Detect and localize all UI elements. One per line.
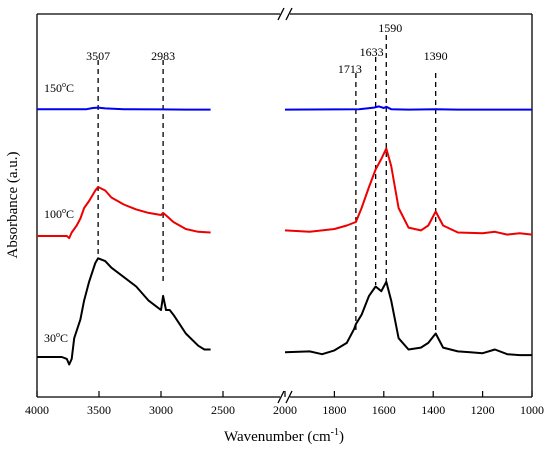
series-label-100C: 100oC bbox=[44, 206, 74, 221]
x-axis-ticks: 4000 3500 3000 2500 2000 1800 1600 1400 1200 1000 bbox=[25, 391, 544, 417]
break-top-1 bbox=[277, 7, 285, 21]
plot-frame bbox=[36, 13, 533, 398]
x-tick-label-1200: 1200 bbox=[471, 403, 495, 417]
series-label-30C: 30oC bbox=[44, 330, 68, 345]
series-100C-left bbox=[37, 186, 211, 240]
x-tick-label-2500: 2500 bbox=[211, 403, 235, 417]
series-30C-right bbox=[284, 280, 532, 357]
x-tick-label-4000: 4000 bbox=[25, 403, 49, 417]
x-tick-label-3000: 3000 bbox=[149, 403, 173, 417]
spectra bbox=[37, 105, 533, 366]
peak-label-1633: 1633 bbox=[360, 45, 384, 59]
x-tick-label-1000: 1000 bbox=[520, 403, 544, 417]
series-150C-right bbox=[284, 105, 532, 111]
series-100C-right bbox=[284, 147, 533, 236]
peak-label-1390: 1390 bbox=[424, 49, 448, 63]
peak-labels: 3507 2983 1713 1633 1590 1390 bbox=[86, 21, 448, 76]
x-tick-label-2000: 2000 bbox=[273, 403, 297, 417]
series-label-150C: 150oC bbox=[44, 80, 74, 95]
peak-label-1713: 1713 bbox=[338, 62, 362, 76]
break-bottom-2 bbox=[285, 390, 293, 404]
series-30C-left bbox=[37, 257, 211, 366]
x-tick-label-1400: 1400 bbox=[421, 403, 445, 417]
y-axis-label: Absorbance (a.u.) bbox=[5, 151, 21, 258]
break-top-2 bbox=[285, 7, 293, 21]
x-tick-label-1800: 1800 bbox=[322, 403, 346, 417]
series-150C-left bbox=[37, 106, 211, 111]
break-bottom-1 bbox=[277, 390, 285, 404]
axis-break-marks bbox=[277, 7, 293, 404]
series-labels: 150oC 100oC 30oC bbox=[44, 80, 74, 345]
x-tick-label-3500: 3500 bbox=[87, 403, 111, 417]
x-tick-label-1600: 1600 bbox=[372, 403, 396, 417]
peak-label-3507: 3507 bbox=[86, 49, 110, 63]
x-axis-label: Wavenumber (cm-1) bbox=[224, 427, 344, 445]
peak-label-2983: 2983 bbox=[151, 49, 175, 63]
peak-guide-lines bbox=[97, 35, 437, 335]
peak-label-1590: 1590 bbox=[378, 21, 402, 35]
